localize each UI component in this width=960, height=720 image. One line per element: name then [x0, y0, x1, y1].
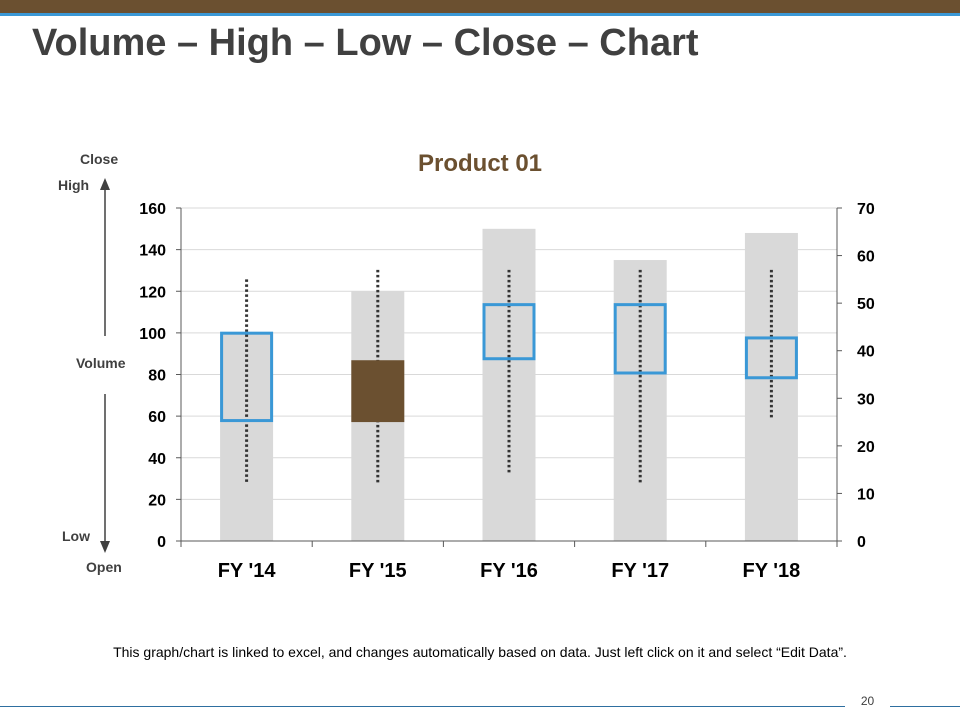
y-left-tick-label: 140 [139, 243, 166, 260]
guide-open-label: Open [86, 559, 122, 575]
x-category-label: FY '18 [743, 560, 801, 582]
y-left-tick-label: 0 [157, 534, 166, 551]
y-left-tick-label: 40 [148, 451, 166, 468]
y-right-tick-label: 20 [857, 439, 875, 456]
volume-bar [220, 332, 274, 541]
y-left-tick-label: 20 [148, 492, 166, 509]
y-right-tick-label: 30 [857, 391, 875, 408]
y-left-tick-label: 100 [139, 326, 166, 343]
down-box [351, 360, 405, 423]
footer-line-right [890, 706, 960, 707]
up-box [744, 336, 798, 380]
y-left-tick-label: 120 [139, 284, 166, 301]
page-number: 20 [860, 694, 875, 708]
y-right-tick-label: 60 [857, 249, 875, 266]
y-left-tick-label: 60 [148, 409, 166, 426]
y-right-tick-label: 10 [857, 486, 875, 503]
guide-high-label: High [58, 177, 89, 193]
y-right-tick-label: 0 [857, 534, 866, 551]
chart-title: Product 01 [418, 150, 542, 177]
up-box [482, 303, 536, 361]
footer-line-left [0, 706, 845, 707]
top-brand-bar [0, 0, 960, 13]
guide-volume-label: Volume [76, 355, 126, 371]
guide-down-arrow-icon [100, 541, 110, 553]
y-right-tick-label: 70 [857, 201, 875, 218]
y-right-tick-label: 40 [857, 344, 875, 361]
top-accent-line [0, 13, 960, 16]
guide-up-arrow-icon [100, 178, 110, 190]
x-category-label: FY '17 [611, 560, 669, 582]
chart-note: This graph/chart is linked to excel, and… [113, 644, 847, 660]
guide-low-label: Low [62, 528, 90, 544]
y-left-tick-label: 160 [139, 201, 166, 218]
x-category-label: FY '16 [480, 560, 538, 582]
slide-title: Volume – High – Low – Close – Chart [32, 22, 699, 64]
guide-close-label: Close [80, 151, 118, 167]
up-box [613, 303, 667, 375]
x-category-label: FY '14 [218, 560, 277, 582]
y-right-tick-label: 50 [857, 296, 875, 313]
up-box [220, 331, 274, 423]
y-left-tick-label: 80 [148, 368, 166, 385]
x-category-label: FY '15 [349, 560, 407, 582]
